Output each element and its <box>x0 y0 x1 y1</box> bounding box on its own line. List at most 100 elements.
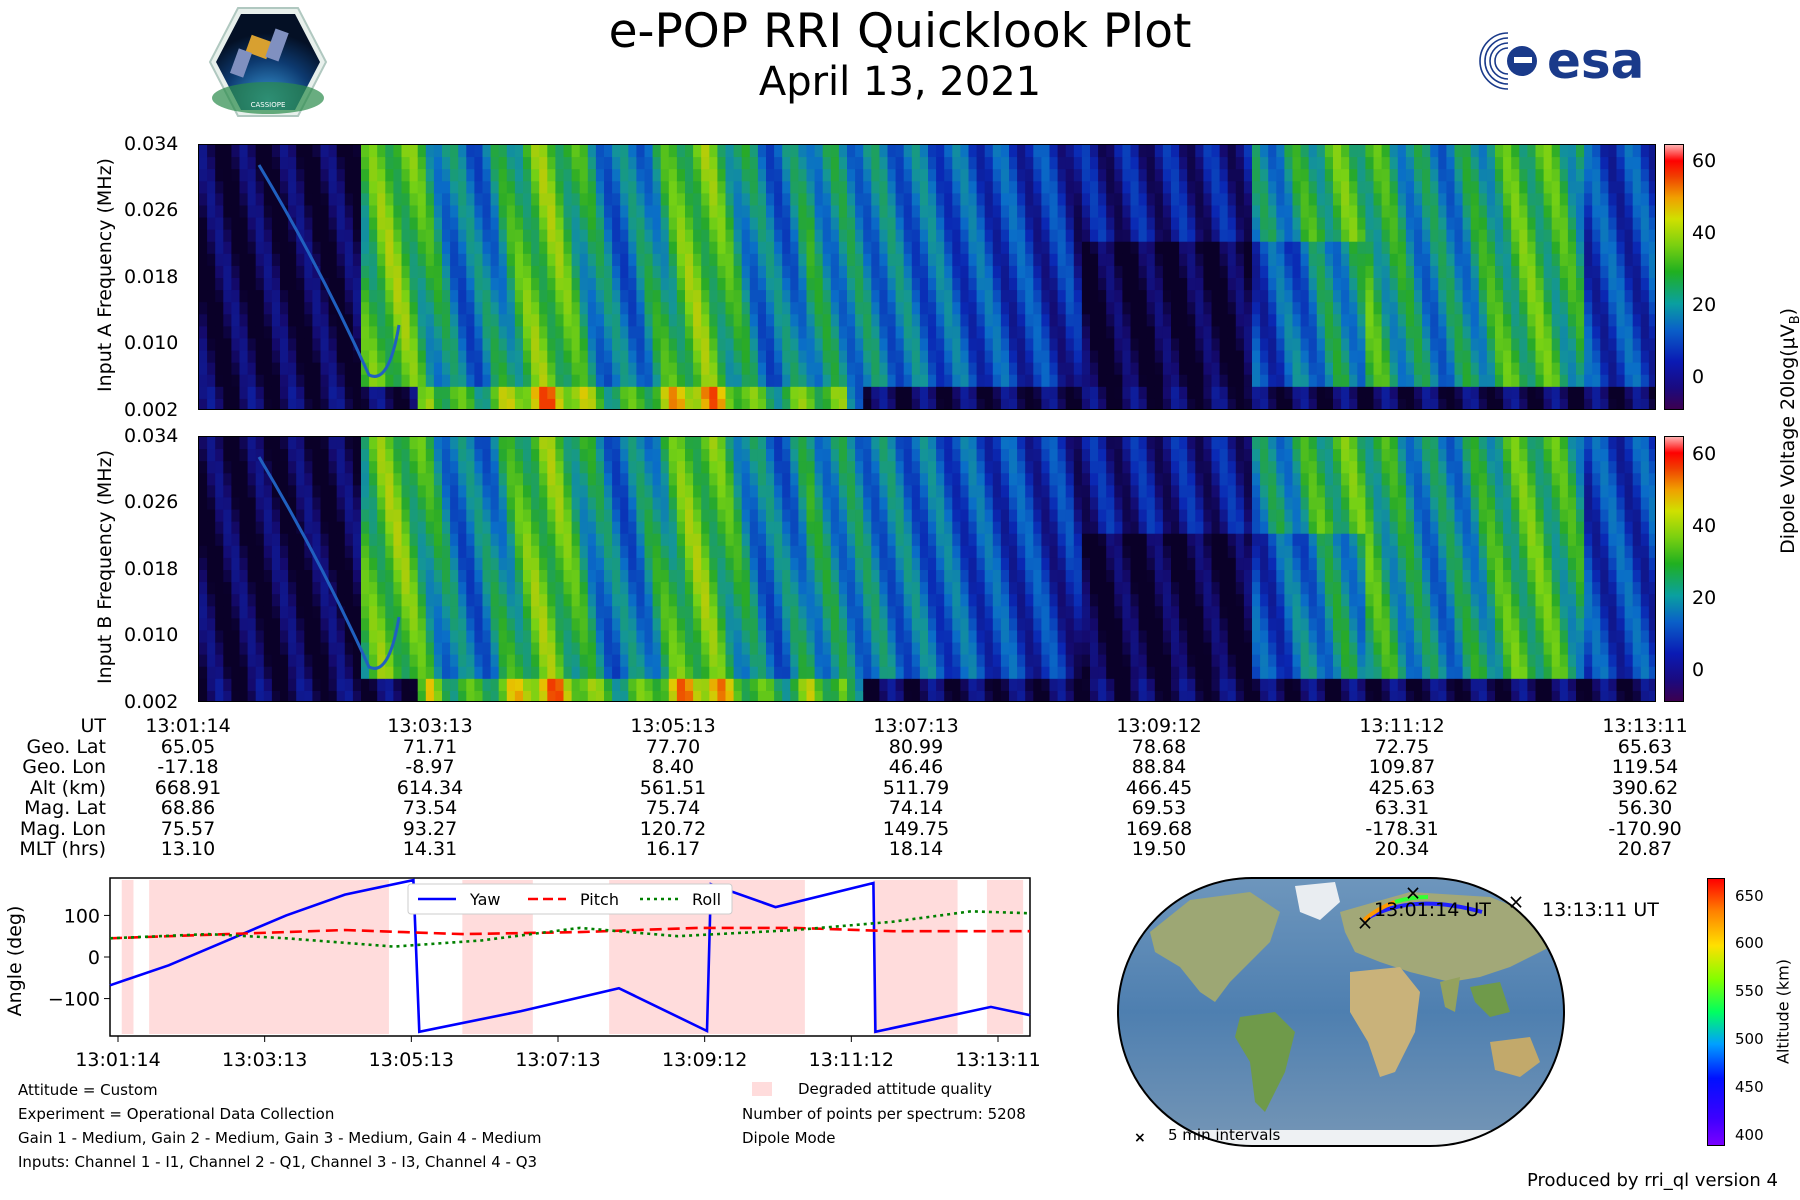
spectrogram-cell <box>725 181 735 194</box>
spectrogram-cell <box>450 362 459 376</box>
spectrogram-cell <box>1495 338 1504 352</box>
spectrogram-cell <box>1486 290 1496 303</box>
spectrogram-cell <box>1438 145 1447 158</box>
spectrogram-cell <box>847 362 856 376</box>
spectrogram-cell <box>328 350 338 364</box>
spectrogram-cell <box>960 265 970 279</box>
spectrogram-cell <box>199 229 208 243</box>
spectrogram-cell <box>344 485 354 499</box>
spectrogram-cell <box>312 582 322 595</box>
spectrogram-cell <box>385 386 394 400</box>
spectrogram-cell <box>1308 145 1318 158</box>
spectrogram-cell <box>952 205 961 219</box>
spectrogram-cell <box>1357 217 1366 231</box>
spectrogram-cell <box>498 265 508 279</box>
spectrogram-cell <box>1584 326 1593 340</box>
spectrogram-cell <box>1098 169 1107 182</box>
spectrogram-cell <box>1470 314 1480 327</box>
spectrogram-cell <box>790 278 799 291</box>
spectrogram-cell <box>1130 374 1140 388</box>
spectrogram-cell <box>1511 229 1520 243</box>
spectrogram-cell <box>312 338 322 352</box>
spectrogram-cell <box>668 314 678 327</box>
spectrogram-cell <box>409 533 419 547</box>
spectrogram-cell <box>1260 386 1269 400</box>
spectrogram-cell <box>685 145 694 158</box>
spectrogram-cell <box>361 278 370 291</box>
spectrogram-cell <box>215 181 224 194</box>
spectrogram-cell <box>1478 229 1488 243</box>
spectrogram-cell <box>239 630 249 644</box>
spectrogram-cell <box>1422 169 1431 182</box>
spectrogram-cell <box>1341 205 1350 219</box>
spectrogram-cell <box>369 666 378 680</box>
spectrogram-cell <box>1098 157 1107 170</box>
spectrogram-cell <box>320 521 330 535</box>
spectrogram-cell <box>506 350 516 364</box>
spectrogram-cell <box>984 205 994 219</box>
spectrogram-cell <box>1567 326 1577 340</box>
spectrogram-cell <box>231 630 241 644</box>
spectrogram-cell <box>1576 241 1585 255</box>
spectrogram-cell <box>587 314 597 327</box>
spectrogram-cell <box>555 618 565 632</box>
spectrogram-cell <box>1308 181 1318 194</box>
spectrogram-cell <box>1049 362 1059 376</box>
spectrogram-cell <box>539 205 548 219</box>
spectrogram-cell <box>280 217 289 231</box>
spectrogram-cell <box>1090 290 1099 303</box>
spectrogram-cell <box>563 374 573 388</box>
spectrogram-cell <box>288 241 297 255</box>
spectrogram-cell <box>361 473 370 486</box>
spectrogram-cell <box>320 690 330 701</box>
spectrogram-cell <box>490 582 500 595</box>
cassiope-logo-text: CASSIOPE <box>251 101 286 109</box>
spectrogram-cell <box>369 205 378 219</box>
spectrogram-cell <box>563 326 573 340</box>
spectrogram-cell <box>539 497 548 511</box>
spectrogram-cell <box>1324 265 1334 279</box>
spectrogram-cell <box>1114 205 1123 219</box>
spectrogram-cell <box>1551 326 1561 340</box>
spectrogram-cell <box>1195 362 1204 376</box>
spectrogram-cell <box>952 326 961 340</box>
spectrogram-cell <box>1252 362 1261 376</box>
spectrogram-cell <box>369 690 378 701</box>
spectrogram-cell <box>1470 278 1480 291</box>
spectrogram-cell <box>571 362 581 376</box>
spectrogram-cell <box>247 241 257 255</box>
spectrogram-cell <box>344 145 354 158</box>
spectrogram-cell <box>1454 217 1464 231</box>
spectrogram-cell <box>1389 350 1399 364</box>
spectrogram-cell <box>539 654 548 668</box>
spectrogram-cell <box>1106 386 1115 400</box>
spectrogram-cell <box>830 302 840 315</box>
spectrogram-cell <box>1081 290 1091 303</box>
spectrogram-cell <box>271 193 281 207</box>
spectrogram-cell <box>1648 350 1655 364</box>
spectrogram-cell <box>782 181 791 194</box>
spectrogram-cell <box>490 690 500 701</box>
spectrogram-cell <box>280 169 289 182</box>
spectrogram-cell <box>895 193 905 207</box>
spectrogram-cell <box>879 362 889 376</box>
spectrogram-cell <box>1373 193 1383 207</box>
spectrogram-cell <box>612 302 621 315</box>
spectrogram-cell <box>1154 314 1164 327</box>
spectrogram-cell <box>401 437 411 450</box>
spectrogram-cell <box>1324 338 1334 352</box>
spectrogram-cell <box>895 362 905 376</box>
spectrogram-cell <box>782 290 791 303</box>
spectrogram-cell <box>1559 229 1569 243</box>
spectrogram-cell <box>620 229 629 243</box>
spectrogram-cell <box>255 398 265 409</box>
spectrogram-cell <box>320 205 330 219</box>
spectrogram-cell <box>1098 205 1107 219</box>
spectrogram-cell <box>320 545 330 559</box>
spectrogram-cell <box>539 217 548 231</box>
spectrogram-cell <box>1535 229 1545 243</box>
spectrogram-cell <box>1171 302 1180 315</box>
spectrogram-cell <box>1154 290 1164 303</box>
spectrogram-cell <box>336 302 346 315</box>
spectrogram-cell <box>433 582 443 595</box>
